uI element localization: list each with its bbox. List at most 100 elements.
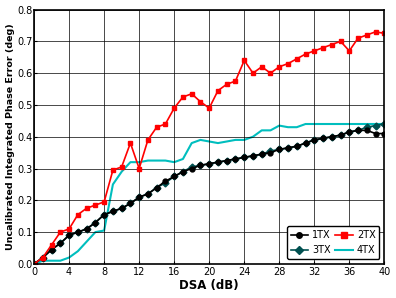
4TX <box>356 122 360 126</box>
2TX <box>294 57 299 60</box>
1TX <box>198 164 203 167</box>
Legend: 1TX, 3TX, 2TX, 4TX: 1TX, 3TX, 2TX, 4TX <box>287 226 379 259</box>
3TX <box>321 136 326 140</box>
3TX <box>163 181 168 184</box>
1TX <box>154 186 159 189</box>
4TX <box>67 256 72 259</box>
1TX <box>321 136 326 140</box>
4TX <box>382 122 387 126</box>
3TX <box>268 149 273 153</box>
1TX <box>189 167 194 170</box>
4TX <box>251 135 255 139</box>
2TX <box>137 167 141 170</box>
1TX <box>233 157 238 161</box>
2TX <box>32 262 36 266</box>
2TX <box>110 168 115 172</box>
1TX <box>128 202 133 205</box>
1TX <box>356 128 360 132</box>
3TX <box>189 165 194 169</box>
4TX <box>347 122 352 126</box>
2TX <box>40 256 45 259</box>
2TX <box>76 213 80 216</box>
3TX <box>242 156 247 159</box>
1TX <box>207 162 211 165</box>
4TX <box>225 140 229 143</box>
4TX <box>32 262 36 266</box>
3TX <box>84 227 89 231</box>
1TX <box>32 262 36 266</box>
4TX <box>338 122 343 126</box>
1TX <box>373 132 378 135</box>
1TX <box>303 141 308 145</box>
4TX <box>110 183 115 186</box>
4TX <box>329 122 334 126</box>
4TX <box>102 229 107 232</box>
3TX <box>373 124 378 127</box>
2TX <box>198 100 203 103</box>
3TX <box>215 160 220 164</box>
4TX <box>172 160 177 164</box>
1TX <box>84 227 89 231</box>
3TX <box>207 162 211 165</box>
4TX <box>198 138 203 142</box>
2TX <box>58 230 63 234</box>
4TX <box>146 159 150 162</box>
1TX <box>119 207 124 210</box>
2TX <box>154 125 159 129</box>
4TX <box>373 122 378 126</box>
2TX <box>347 49 352 53</box>
4TX <box>207 140 211 143</box>
1TX <box>277 148 282 151</box>
3TX <box>233 157 238 161</box>
2TX <box>128 141 133 145</box>
1TX <box>137 195 141 199</box>
2TX <box>172 106 177 110</box>
2TX <box>67 227 72 231</box>
2TX <box>286 62 290 65</box>
2TX <box>207 106 211 110</box>
3TX <box>225 159 229 162</box>
2TX <box>163 122 168 126</box>
Line: 3TX: 3TX <box>32 122 387 266</box>
1TX <box>364 128 369 132</box>
4TX <box>154 159 159 162</box>
2TX <box>321 46 326 49</box>
2TX <box>303 52 308 56</box>
1TX <box>67 234 72 237</box>
Y-axis label: Uncalibrated Integrated Phase Error (deg): Uncalibrated Integrated Phase Error (deg… <box>6 23 15 250</box>
1TX <box>76 230 80 234</box>
4TX <box>259 128 264 132</box>
4TX <box>58 259 63 263</box>
1TX <box>110 210 115 213</box>
2TX <box>382 32 387 35</box>
4TX <box>233 138 238 142</box>
1TX <box>294 145 299 148</box>
3TX <box>198 164 203 167</box>
3TX <box>286 146 290 150</box>
4TX <box>215 141 220 145</box>
1TX <box>102 213 107 216</box>
1TX <box>286 146 290 150</box>
4TX <box>277 124 282 127</box>
2TX <box>242 59 247 62</box>
2TX <box>189 92 194 96</box>
1TX <box>172 175 177 178</box>
3TX <box>356 128 360 132</box>
2TX <box>233 79 238 83</box>
3TX <box>32 262 36 266</box>
4TX <box>119 170 124 173</box>
1TX <box>251 154 255 158</box>
4TX <box>84 240 89 243</box>
2TX <box>277 65 282 69</box>
3TX <box>181 170 185 173</box>
3TX <box>329 135 334 139</box>
1TX <box>259 152 264 156</box>
3TX <box>277 148 282 151</box>
3TX <box>146 192 150 196</box>
3TX <box>93 221 98 224</box>
1TX <box>146 192 150 196</box>
2TX <box>312 49 317 53</box>
4TX <box>312 122 317 126</box>
3TX <box>382 122 387 126</box>
4TX <box>268 128 273 132</box>
